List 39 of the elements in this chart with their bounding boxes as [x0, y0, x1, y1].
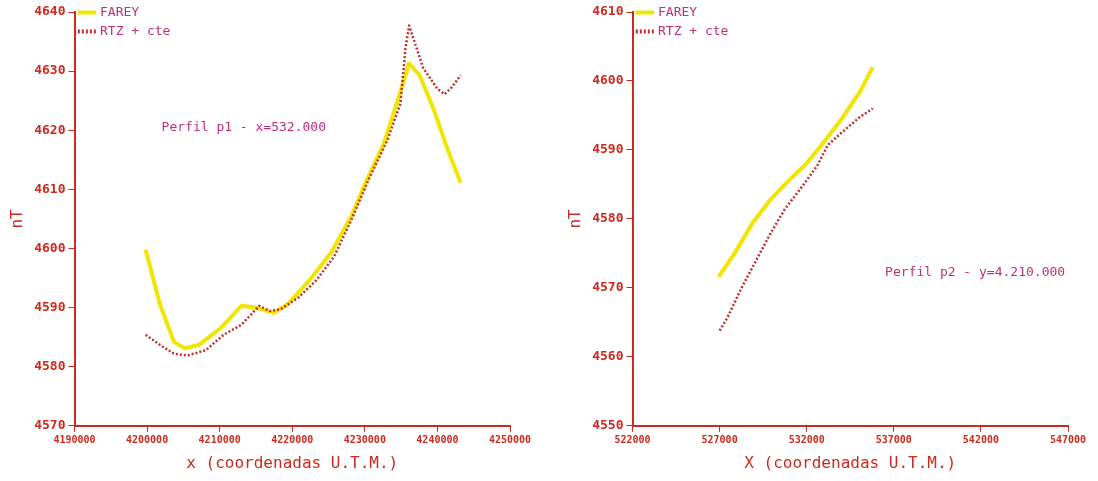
y-tick-label: 4620: [34, 121, 66, 137]
x-tick-label: 4220000: [271, 434, 314, 446]
x-axis-title: X (coordenadas U.T.M.): [744, 452, 957, 472]
x-tick-label: 527000: [701, 434, 738, 446]
x-tick-label: 542000: [962, 434, 999, 446]
x-tick-label: 4240000: [416, 434, 459, 446]
y-tick-label: 4570: [34, 417, 66, 433]
x-tick-label: 537000: [875, 434, 912, 446]
x-tick-label: 532000: [788, 434, 825, 446]
x-tick-label: 4200000: [126, 434, 169, 446]
y-tick-label: 4610: [34, 180, 66, 196]
y-tick-label: 4590: [592, 141, 624, 157]
x-tick-label: 4250000: [488, 434, 532, 446]
y-tick-label: 4600: [34, 239, 66, 255]
x-tick-label: 4190000: [53, 434, 96, 446]
legend-label: RTZ + cte: [658, 22, 729, 38]
y-tick-label: 4630: [34, 62, 66, 78]
y-tick-label: 4560: [592, 348, 624, 364]
annotation: Perfil p1 - x=532.000: [161, 119, 326, 135]
legend-label: FAREY: [100, 3, 140, 19]
annotation: Perfil p2 - y=4.210.000: [885, 264, 1066, 280]
legend-label: FAREY: [658, 3, 698, 19]
y-tick-label: 4580: [592, 210, 624, 226]
line-series: [718, 107, 874, 332]
y-tick-label: 4570: [592, 279, 624, 295]
y-axis-title: nT: [564, 208, 584, 229]
y-tick-label: 4580: [34, 358, 66, 374]
legend-label: RTZ + cte: [100, 22, 171, 38]
y-axis-title: nT: [6, 208, 26, 229]
y-tick-label: 4610: [592, 3, 624, 19]
x-axis-title: x (coordenadas U.T.M.): [186, 452, 399, 472]
y-tick-label: 4550: [592, 417, 624, 433]
x-tick-label: 4230000: [343, 434, 386, 446]
x-tick-label: 522000: [614, 434, 651, 446]
y-tick-label: 4600: [592, 72, 624, 88]
x-tick-label: 547000: [1049, 434, 1087, 446]
y-tick-label: 4590: [34, 298, 66, 314]
y-tick-label: 4640: [34, 3, 66, 19]
x-tick-label: 4210000: [198, 434, 241, 446]
